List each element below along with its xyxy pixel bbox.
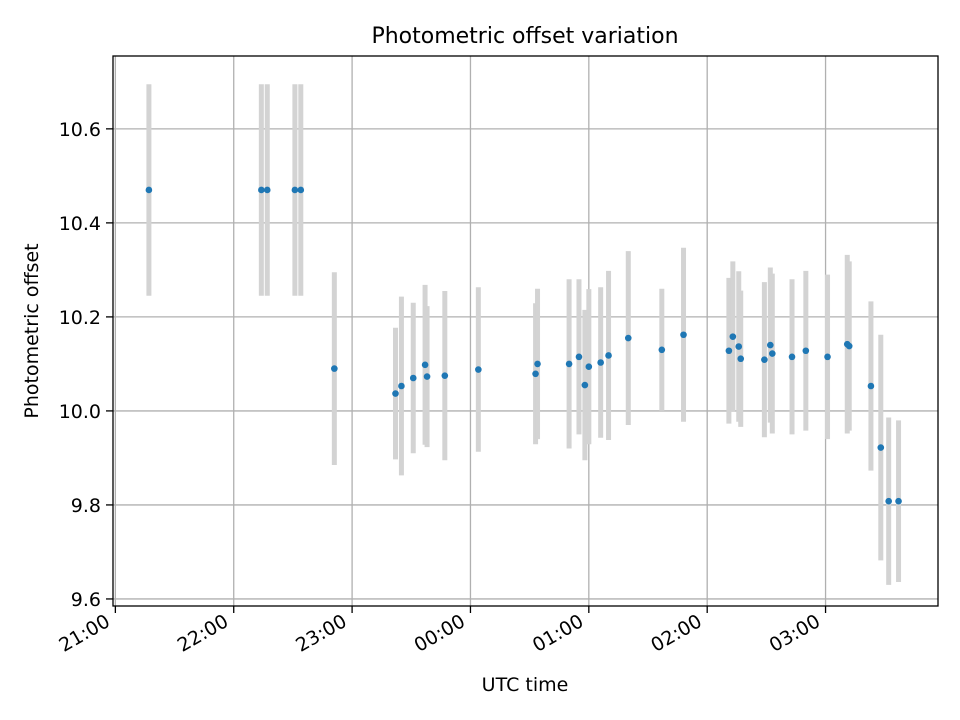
y-tick-label: 10.0 bbox=[59, 401, 101, 423]
data-point bbox=[735, 343, 743, 350]
data-point bbox=[788, 353, 796, 361]
y-tick-label: 10.2 bbox=[59, 307, 101, 329]
data-point bbox=[421, 361, 429, 369]
data-point bbox=[581, 381, 589, 389]
data-point bbox=[729, 333, 737, 340]
data-point bbox=[398, 382, 405, 390]
data-point bbox=[534, 360, 541, 368]
x-tick-label: 22:00 bbox=[174, 610, 232, 656]
x-tick-label: 01:00 bbox=[529, 610, 587, 656]
data-point bbox=[624, 334, 632, 342]
grid-lines bbox=[113, 56, 938, 606]
data-point bbox=[263, 186, 271, 194]
data-point bbox=[802, 347, 810, 355]
data-point bbox=[845, 342, 853, 350]
x-tick-label: 00:00 bbox=[411, 610, 469, 656]
data-point bbox=[761, 356, 768, 363]
data-point bbox=[409, 374, 417, 382]
error-bars bbox=[146, 84, 902, 585]
data-point bbox=[145, 186, 153, 194]
data-point bbox=[680, 331, 687, 339]
data-point bbox=[441, 372, 449, 379]
data-point bbox=[585, 363, 593, 371]
data-point bbox=[658, 346, 666, 354]
data-point bbox=[392, 390, 399, 397]
y-axis-ticks: 9.6 9.8 10.0 10.2 10.4 10.6 bbox=[59, 119, 113, 611]
data-point bbox=[291, 186, 299, 194]
data-point bbox=[423, 373, 431, 380]
x-tick-label: 23:00 bbox=[292, 610, 350, 656]
data-points bbox=[145, 186, 902, 505]
plot-frame bbox=[112, 55, 939, 607]
x-axis-label: UTC time bbox=[482, 674, 569, 696]
data-point bbox=[768, 350, 776, 357]
x-tick-label: 02:00 bbox=[647, 610, 705, 656]
data-point bbox=[824, 353, 831, 361]
data-point bbox=[877, 444, 885, 451]
y-tick-label: 10.4 bbox=[59, 213, 101, 235]
data-point bbox=[575, 353, 583, 361]
data-point bbox=[565, 360, 573, 368]
y-axis-label: Photometric offset bbox=[21, 243, 43, 418]
y-tick-label: 10.6 bbox=[59, 119, 101, 141]
data-point bbox=[725, 347, 733, 355]
data-point bbox=[767, 341, 774, 349]
data-point bbox=[258, 186, 265, 194]
data-point bbox=[895, 497, 902, 505]
data-point bbox=[605, 352, 612, 359]
x-tick-label: 21:00 bbox=[55, 610, 113, 656]
data-point bbox=[532, 370, 539, 378]
data-point bbox=[297, 186, 305, 194]
data-point bbox=[597, 359, 604, 366]
y-tick-label: 9.8 bbox=[71, 495, 101, 517]
chart-title: Photometric offset variation bbox=[371, 24, 678, 49]
data-point bbox=[331, 365, 338, 372]
x-axis-ticks: 21:00 22:00 23:00 00:00 01:00 02:00 03:00 bbox=[55, 606, 827, 657]
data-point bbox=[737, 355, 745, 363]
y-tick-label: 9.6 bbox=[71, 589, 101, 611]
x-tick-label: 03:00 bbox=[766, 610, 824, 656]
data-point bbox=[885, 497, 892, 505]
data-point bbox=[475, 366, 482, 373]
data-point bbox=[867, 382, 875, 390]
